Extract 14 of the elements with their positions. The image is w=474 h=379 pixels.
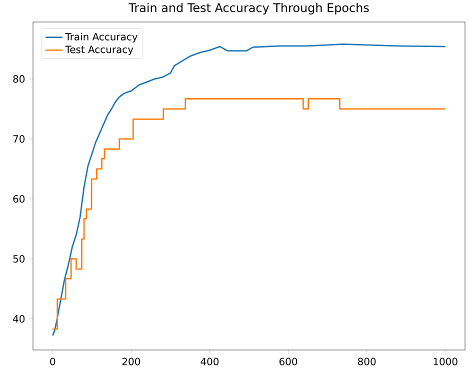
x-tick-label: 200 <box>122 358 140 366</box>
legend-label: Test Accuracy <box>65 46 134 56</box>
y-tick-label: 80 <box>13 75 25 83</box>
x-tick-label: 800 <box>358 358 376 366</box>
y-tick-label: 70 <box>13 135 25 143</box>
y-tick-label: 50 <box>13 255 25 263</box>
y-tick-label: 60 <box>13 195 25 203</box>
y-tick-label: 40 <box>13 315 25 323</box>
x-tick-label: 400 <box>200 358 219 366</box>
x-tick-label: 600 <box>279 358 298 366</box>
x-tick-label: 0 <box>50 358 56 366</box>
chart-title: Train and Test Accuracy Through Epochs <box>128 2 369 14</box>
x-tick-label: 1000 <box>434 358 458 366</box>
legend-label: Train Accuracy <box>65 32 138 42</box>
